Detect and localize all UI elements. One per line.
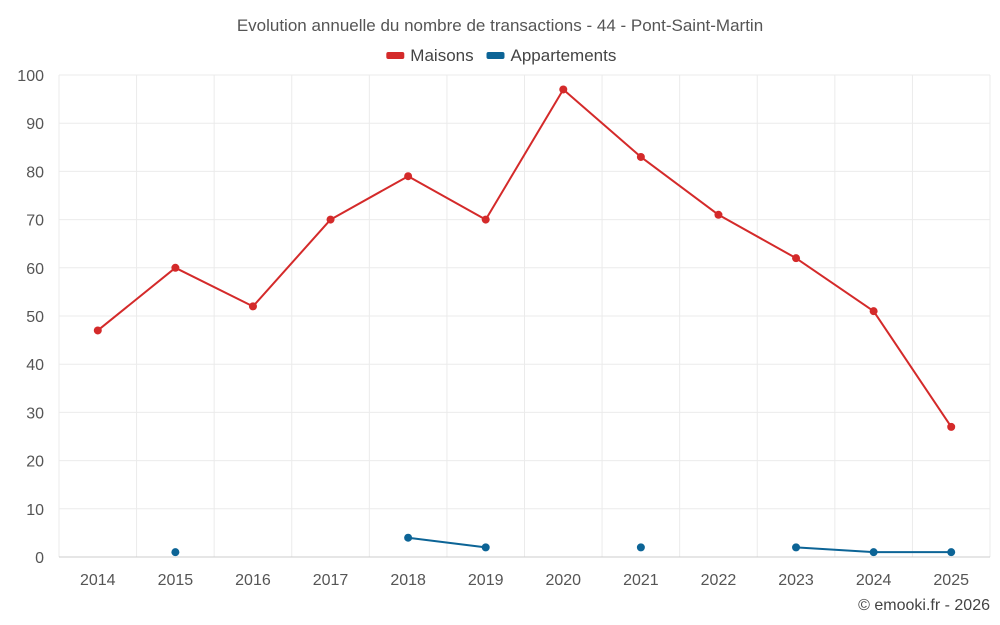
y-tick-label: 20 [26,454,44,471]
x-tick-label: 2016 [235,572,271,589]
y-tick-label: 90 [26,116,44,133]
legend-label: Appartements [511,46,617,65]
data-point-appartements-2023[interactable] [792,543,801,552]
x-tick-label: 2014 [80,572,116,589]
series-line-segment [484,88,565,221]
x-tick-label: 2025 [933,572,969,589]
data-point-appartements-2021[interactable] [636,543,645,552]
data-point-maisons-2019[interactable] [481,215,490,224]
series-line-segment [795,546,875,554]
y-tick-label: 10 [26,502,44,519]
data-point-maisons-2021[interactable] [636,152,645,161]
data-point-appartements-2018[interactable] [404,533,413,542]
y-tick-label: 100 [17,68,44,85]
legend[interactable]: Maisons Appartements [386,46,616,65]
x-axis: 2014 2015 2016 2017 2018 2019 2020 2021 2022 2023… [80,572,969,589]
series-line-segment [96,266,177,332]
credit-text: © emooki.fr - 2026 [858,597,990,614]
data-point-maisons-2014[interactable] [93,326,102,335]
grid [58,74,991,558]
series-line-segment [329,175,410,221]
x-tick-label: 2015 [158,572,194,589]
x-tick-label: 2019 [468,572,504,589]
x-tick-label: 2024 [856,572,892,589]
series-line-segment [872,310,953,428]
y-tick-label: 40 [26,357,44,374]
legend-label: Maisons [410,46,473,65]
x-tick-label: 2017 [313,572,349,589]
series-line-segment [407,536,487,549]
y-tick-label: 80 [26,164,44,181]
series-line-segment [174,266,254,308]
data-point-maisons-2016[interactable] [248,302,257,311]
series-line-segment [795,257,875,313]
y-tick-label: 0 [35,550,44,567]
y-axis: 0 10 20 30 40 50 60 70 80 90 100 [17,68,44,567]
series-group [93,85,956,557]
data-point-maisons-2023[interactable] [792,254,801,263]
series-line-segment [251,218,332,308]
data-point-maisons-2018[interactable] [404,172,413,181]
legend-swatch [386,52,405,59]
data-point-maisons-2020[interactable] [559,85,568,94]
series-line-segment [639,155,720,216]
y-tick-label: 50 [26,309,44,326]
data-point-maisons-2015[interactable] [171,263,180,272]
data-point-maisons-2025[interactable] [947,422,956,431]
y-tick-label: 70 [26,213,44,230]
x-tick-label: 2020 [545,572,581,589]
x-tick-label: 2023 [778,572,814,589]
series-line-segment [717,213,798,260]
legend-item-appartements[interactable]: Appartements [486,46,617,65]
legend-item-maisons[interactable]: Maisons [386,46,474,65]
y-tick-label: 60 [26,261,44,278]
y-tick-label: 30 [26,405,44,422]
x-tick-label: 2022 [701,572,737,589]
data-point-maisons-2022[interactable] [714,210,723,219]
x-tick-label: 2021 [623,572,659,589]
data-point-appartements-2025[interactable] [947,548,956,557]
data-point-appartements-2015[interactable] [171,548,180,557]
chart-title: Evolution annuelle du nombre de transact… [237,16,763,35]
series-line-segment [562,88,642,158]
x-tick-label: 2018 [390,572,426,589]
data-point-appartements-2024[interactable] [869,548,878,557]
data-point-maisons-2024[interactable] [869,307,878,316]
data-point-maisons-2017[interactable] [326,215,335,224]
series-line-segment [407,175,487,221]
series-maisons[interactable] [93,85,956,431]
series-appartements[interactable] [171,533,956,557]
legend-swatch [486,52,505,59]
data-point-appartements-2019[interactable] [481,543,490,552]
